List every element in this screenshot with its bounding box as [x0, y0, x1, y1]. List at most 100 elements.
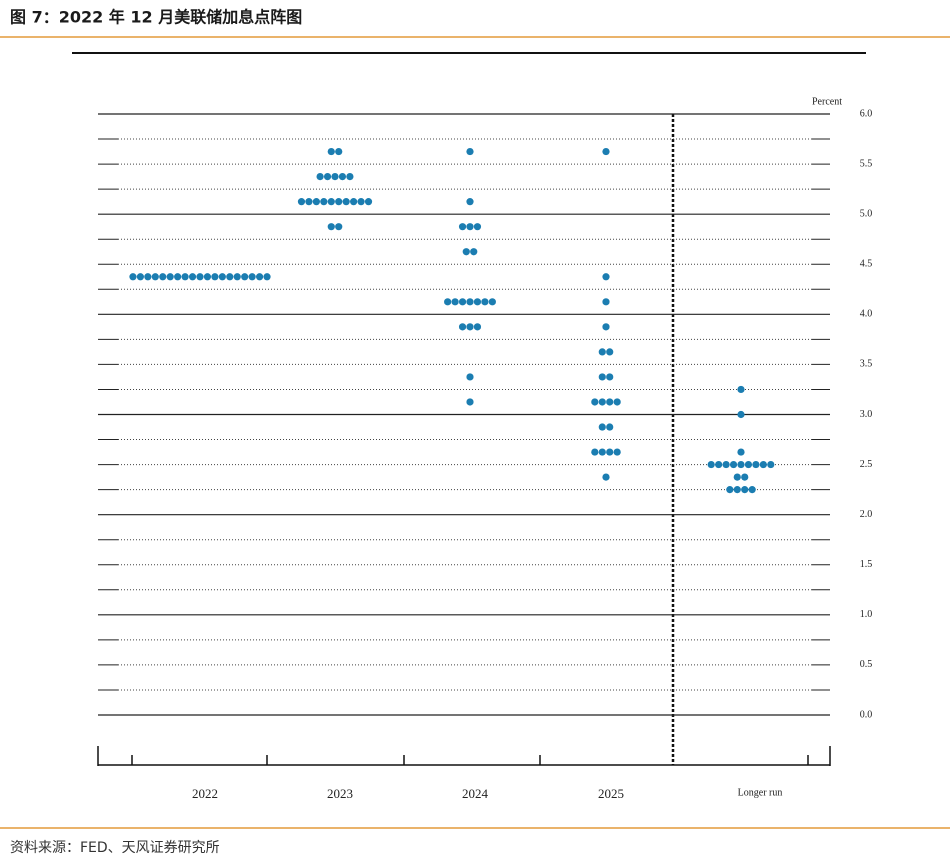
- dot: [241, 273, 249, 281]
- y-tick-label: 6.0: [860, 108, 873, 119]
- dot: [613, 398, 621, 406]
- dot: [196, 273, 204, 281]
- dot: [357, 198, 365, 206]
- dot: [327, 147, 335, 156]
- dot: [444, 298, 452, 306]
- dot: [591, 398, 599, 406]
- dot: [346, 173, 354, 181]
- dot: [350, 198, 358, 206]
- dot: [136, 273, 144, 281]
- dot: [144, 273, 152, 281]
- dot: [473, 323, 482, 331]
- dot: [466, 323, 474, 331]
- dot: [466, 373, 474, 381]
- dot: [602, 323, 610, 331]
- dot: [737, 460, 745, 469]
- dot: [606, 398, 614, 406]
- dot: [598, 373, 606, 381]
- dot: [767, 460, 775, 469]
- y-tick-label: 1.0: [860, 609, 873, 620]
- dot: [752, 460, 760, 469]
- dot: [470, 248, 478, 256]
- dot: [181, 273, 189, 281]
- dot: [129, 273, 137, 281]
- dot: [327, 223, 335, 231]
- dot: [606, 423, 614, 431]
- x-axis-ticks: [97, 746, 831, 766]
- dot: [211, 273, 219, 281]
- dot: [458, 223, 467, 231]
- dot: [458, 323, 467, 331]
- dot: [602, 273, 610, 281]
- page-title: 图 7：2022 年 12 月美联储加息点阵图: [10, 8, 302, 27]
- dot: [613, 448, 621, 456]
- dot: [248, 273, 256, 281]
- y-tick-label: 2.0: [860, 509, 873, 520]
- dot: [233, 273, 241, 281]
- dot: [320, 198, 328, 206]
- dot: [335, 223, 343, 231]
- dot: [602, 473, 610, 481]
- dot: [748, 486, 756, 494]
- dot: [737, 410, 745, 419]
- dot: [331, 173, 339, 181]
- dot: [715, 460, 723, 469]
- dot: [741, 486, 749, 494]
- y-tick-label: 3.5: [860, 359, 873, 370]
- x-tick-label: 2022: [192, 786, 218, 801]
- x-tick-label: Longer run: [738, 787, 783, 798]
- dot: [335, 198, 343, 206]
- dot: [602, 147, 610, 156]
- dot: [462, 248, 470, 256]
- dot: [203, 273, 212, 281]
- dot: [466, 398, 474, 406]
- dot: [722, 460, 730, 469]
- y-tick-label: 3.0: [860, 409, 873, 420]
- dot: [726, 486, 734, 494]
- x-tick-label: 2024: [462, 786, 489, 801]
- dot: [151, 273, 159, 281]
- dot: [342, 198, 350, 206]
- dot: [226, 273, 234, 281]
- dot: [737, 385, 745, 394]
- dot: [327, 198, 335, 206]
- dot: [316, 173, 324, 181]
- y-axis-label: Percent: [812, 96, 842, 107]
- dot: [606, 448, 614, 456]
- dot: [466, 298, 474, 306]
- dot: [733, 486, 741, 494]
- dot: [188, 273, 197, 281]
- dot: [733, 473, 741, 481]
- dot: [218, 273, 226, 281]
- dot: [451, 298, 459, 306]
- dot: [263, 273, 271, 281]
- y-tick-label: 2.5: [860, 459, 873, 470]
- x-tick-label: 2023: [327, 786, 353, 801]
- dot: [591, 448, 599, 456]
- dot: [606, 348, 614, 356]
- y-tick-label: 0.0: [860, 709, 873, 720]
- dot: [598, 348, 606, 356]
- dot: [338, 173, 347, 181]
- dot: [466, 198, 474, 206]
- dot: [256, 273, 264, 281]
- dot: [481, 298, 489, 306]
- y-tick-label: 4.0: [860, 309, 873, 320]
- dot: [707, 460, 715, 469]
- dot: [159, 273, 167, 281]
- y-tick-label: 0.5: [860, 659, 873, 670]
- dot: [473, 298, 482, 306]
- dot: [335, 147, 343, 156]
- y-tick-label: 4.5: [860, 259, 873, 270]
- dot: [729, 460, 738, 469]
- dot: [744, 460, 753, 469]
- dot: [466, 147, 474, 156]
- y-tick-label: 5.5: [860, 158, 873, 169]
- dot: [598, 398, 606, 406]
- dot: [759, 460, 767, 469]
- dot: [606, 373, 614, 381]
- source: 资料来源：FED、天风证券研究所: [10, 840, 220, 856]
- dot: [598, 448, 606, 456]
- dot: [466, 223, 474, 231]
